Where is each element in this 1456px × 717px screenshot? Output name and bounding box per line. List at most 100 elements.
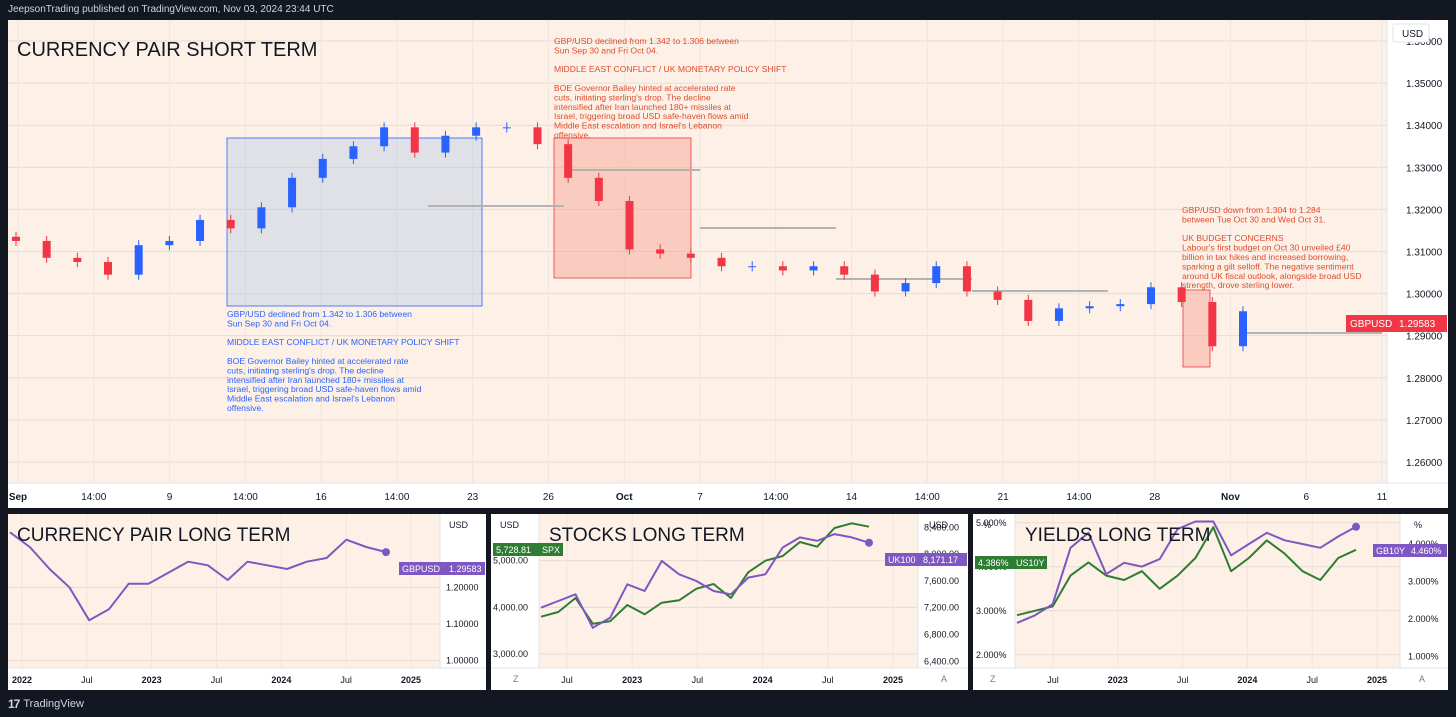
price-tag-symbol: GBPUSD [402, 564, 441, 574]
a-label[interactable]: A [941, 674, 947, 684]
time-tick-label: 2024 [271, 675, 291, 685]
candle [840, 266, 849, 275]
currency-label: USD [449, 520, 469, 530]
left-tick-label: 3.000% [976, 606, 1007, 616]
time-tick-label: 2022 [12, 675, 32, 685]
time-tick-label: 11 [1377, 492, 1388, 503]
candle [962, 266, 971, 292]
candle [318, 158, 327, 178]
left-tick-label: 4,000.00 [493, 602, 528, 612]
highlight-box-blue[interactable] [226, 137, 483, 307]
note-red-line: Sun Sep 30 and Fri Oct 04. [554, 45, 658, 55]
time-tick-label: Jul [1306, 675, 1318, 685]
chart-title: CURRENCY PAIR LONG TERM [17, 525, 290, 546]
note-red[interactable]: GBP/USD declined from 1.342 to 1.306 bet… [554, 36, 787, 140]
candle [564, 144, 573, 178]
time-tick-label: 28 [1149, 492, 1161, 503]
a-label[interactable]: A [1419, 674, 1425, 684]
left-tick-label: 5,000.00 [493, 556, 528, 566]
note-blue[interactable]: GBP/USD declined from 1.342 to 1.306 bet… [227, 309, 460, 413]
note-blue-line: Sun Sep 30 and Fri Oct 04. [227, 318, 331, 328]
level-lines[interactable] [428, 169, 1382, 334]
time-axis-labels: 2022 Jul 2023 Jul 2024 Jul 2025 [12, 675, 421, 685]
candle [196, 219, 205, 241]
note-red-line: Middle East escalation and Israel's Leba… [554, 121, 722, 131]
series-lines[interactable] [1016, 520, 1360, 624]
gb10y-tag [1373, 544, 1447, 557]
right-tick-label: 7,200.00 [924, 603, 959, 613]
right-price-axis[interactable] [918, 514, 968, 690]
chart-background [973, 514, 1448, 690]
time-axis-labels: Jul 2023 Jul 2024 Jul 2025 [1047, 675, 1387, 685]
series-lines[interactable] [540, 522, 873, 629]
note-budget[interactable]: GBP/USD down from 1.304 to 1.284between … [1182, 205, 1362, 290]
time-axis[interactable] [973, 668, 1448, 690]
price-tag-value: 1.29583 [1399, 319, 1436, 330]
fx-long-chart[interactable]: 1.20000 1.10000 1.00000 2022 Jul 2023 Jul 2024… [8, 514, 486, 690]
yields-chart[interactable]: 5.000%4.000%3.000%2.000% 4.000%3.000%2.0… [973, 514, 1448, 690]
last-point [865, 538, 873, 547]
left-price-axis[interactable] [491, 514, 539, 668]
highlight-box-red[interactable] [553, 137, 692, 279]
time-tick-label: 26 [543, 492, 555, 503]
stocks-panel[interactable]: 5,000.004,000.003,000.00 8,400.008,000.0… [491, 514, 968, 690]
time-tick-label: Jul [81, 675, 93, 685]
chart-title: YIELDS LONG TERM [1025, 525, 1210, 546]
note-budget-line: UK BUDGET CONCERNS [1182, 233, 1284, 243]
spx-tag-symbol: SPX [542, 545, 560, 555]
time-axis[interactable] [8, 483, 1387, 508]
z-label[interactable]: Z [990, 674, 996, 684]
price-tick-label: 1.26000 [1406, 458, 1443, 469]
time-tick-label: 23 [467, 492, 479, 503]
candle [104, 262, 113, 275]
price-tick-label: 1.35000 [1406, 79, 1443, 90]
unit-right-label: % [1414, 520, 1422, 530]
highlight-box-budget[interactable] [1182, 289, 1211, 368]
series-lines[interactable] [9, 531, 390, 622]
price-tick-label: 1.20000 [446, 582, 479, 592]
z-label[interactable]: Z [513, 674, 519, 684]
candle [502, 127, 511, 129]
candle [1054, 308, 1063, 321]
spx-tag-value: 5,728.81 [496, 545, 531, 555]
note-blue-line: BOE Governor Bailey hinted at accelerate… [227, 356, 409, 366]
uk100-tag-symbol: UK100 [888, 555, 916, 565]
fx-long-panel[interactable]: 1.20000 1.10000 1.00000 2022 Jul 2023 Jul 2024… [8, 514, 486, 690]
currency-box[interactable] [1392, 23, 1430, 43]
grid [8, 514, 440, 668]
left-tick-label: 5.000% [976, 518, 1007, 528]
time-tick-label: 7 [697, 492, 703, 503]
series-line [1016, 520, 1357, 624]
main-chart-panel[interactable]: 1.36000 1.35000 1.34000 1.33000 1.32000 1.310… [8, 20, 1448, 508]
publisher-text: JeepsonTrading published on TradingView.… [8, 4, 334, 15]
time-tick-label: 2025 [401, 675, 421, 685]
us10y-tag-symbol: US10Y [1016, 558, 1045, 568]
yields-panel[interactable]: 5.000%4.000%3.000%2.000% 4.000%3.000%2.0… [973, 514, 1448, 690]
candle [134, 245, 143, 275]
price-tag-value: 1.29583 [449, 564, 482, 574]
series-line [540, 533, 870, 629]
currency-left-label: USD [500, 520, 520, 530]
tradingview-logo-icon: 17 [8, 697, 20, 711]
candle [257, 207, 266, 229]
time-axis[interactable] [491, 668, 968, 690]
note-blue-line: Israel, triggering broad USD safe-haven … [227, 384, 422, 394]
stocks-chart[interactable]: 5,000.004,000.003,000.00 8,400.008,000.0… [491, 514, 968, 690]
left-price-axis[interactable] [973, 514, 1015, 668]
price-axis[interactable] [440, 514, 486, 690]
tradingview-logo[interactable]: 17 TradingView [8, 697, 84, 711]
candle [625, 200, 634, 250]
candle [1177, 287, 1186, 303]
price-axis[interactable] [1387, 20, 1448, 508]
note-budget-line: billion in tax hikes and increased borro… [1182, 252, 1348, 262]
price-tick-label: 1.33000 [1406, 163, 1443, 174]
note-blue-line: intensified after Iran launched 180+ mis… [227, 375, 405, 385]
short-term-chart[interactable]: 1.36000 1.35000 1.34000 1.33000 1.32000 1.310… [8, 20, 1448, 508]
time-tick-label: 2024 [1237, 675, 1257, 685]
candle [932, 266, 941, 284]
time-axis[interactable] [8, 668, 486, 690]
right-price-axis[interactable] [1400, 514, 1448, 690]
candles[interactable] [12, 122, 1247, 352]
price-tick-label: 1.10000 [446, 619, 479, 629]
price-tick-label: 1.36000 [1406, 37, 1443, 48]
